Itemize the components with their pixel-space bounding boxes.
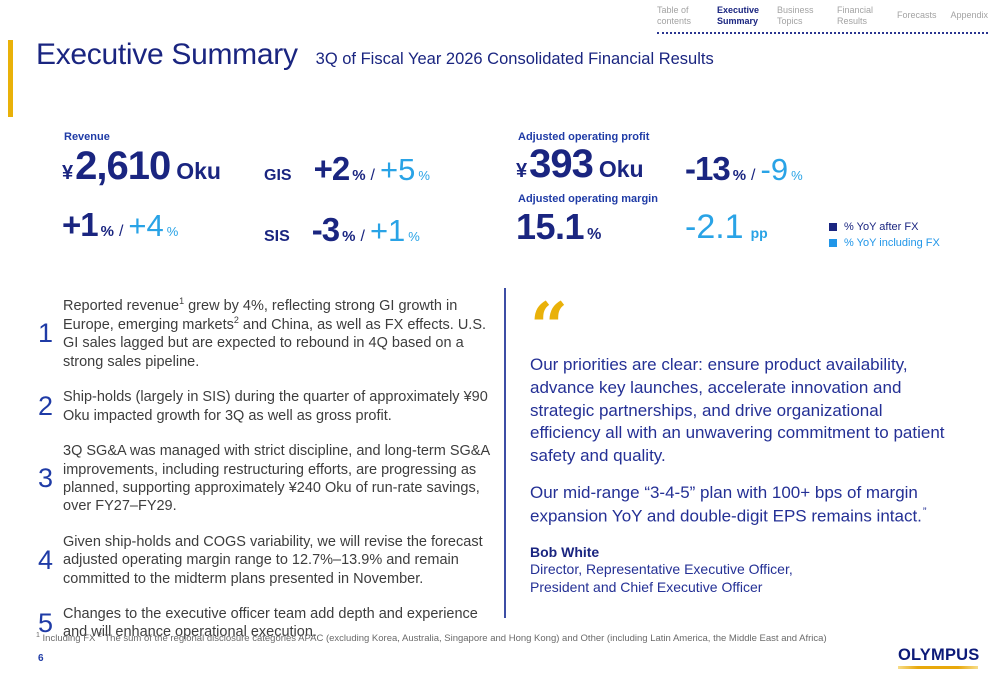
currency-symbol: ¥ [62, 162, 74, 184]
percent-sign: % [408, 229, 420, 244]
list-item-text: 3Q SG&A was managed with strict discipli… [63, 443, 490, 515]
sis-change-including-fx: +1 [369, 213, 406, 248]
page-number: 6 [38, 653, 44, 664]
olympus-logo: OLYMPUS [898, 646, 980, 669]
slash-separator: / [370, 167, 375, 184]
olympus-logo-underline [898, 666, 978, 669]
list-item: 5 Changes to the executive officer team … [38, 605, 492, 642]
quote-author-title: Director, Representative Executive Offic… [530, 561, 793, 578]
percent-sign: % [587, 226, 602, 243]
top-navigation: Table of contents Executive Summary Busi… [656, 5, 988, 34]
legend-square-light-icon [829, 239, 837, 247]
list-item-number: 2 [38, 391, 54, 422]
aop-change-including-fx: -9 [760, 152, 789, 187]
slash-separator: / [118, 223, 124, 240]
list-item-text: Changes to the executive officer team ad… [63, 605, 478, 641]
highlights-list: 1 Reported revenue1 grew by 4%, reflecti… [38, 296, 492, 659]
gis-change-after-fx: +2 [313, 150, 351, 187]
sis-change: SIS -3 % / +1 % [264, 211, 420, 249]
nav-forecasts[interactable]: Forecasts [896, 10, 937, 21]
margin-amount: 15.1 [516, 206, 585, 247]
column-divider [504, 288, 506, 618]
slash-separator: / [751, 167, 756, 184]
quote-block: “ Our priorities are clear: ensure produ… [530, 288, 946, 596]
list-item-text: Reported revenue1 grew by 4%, reflecting… [63, 296, 487, 370]
quote-paragraph: Our mid-range “3-4-5” plan with 100+ bps… [530, 482, 927, 526]
margin-change-unit: pp [750, 225, 768, 241]
page-subtitle: 3Q of Fiscal Year 2026 Consolidated Fina… [315, 50, 714, 68]
list-item: 3 3Q SG&A was managed with strict discip… [38, 442, 492, 516]
list-item-number: 3 [38, 463, 54, 494]
margin-change-value: -2.1 [685, 208, 744, 246]
legend-including-fx: % YoY including FX [829, 237, 940, 249]
legend: % YoY after FX % YoY including FX [829, 221, 940, 249]
currency-symbol: ¥ [516, 160, 528, 182]
close-quote-icon: ” [922, 505, 927, 518]
percent-sign: % [418, 168, 430, 183]
sis-change-after-fx: -3 [311, 211, 340, 248]
list-item-number: 1 [38, 318, 54, 349]
list-item: 2 Ship-holds (largely in SIS) during the… [38, 388, 492, 425]
revenue-label: Revenue [64, 131, 110, 143]
gis-change: GIS +2 % / +5 % [264, 150, 430, 188]
slash-separator: / [360, 228, 365, 245]
legend-after-fx: % YoY after FX [829, 221, 940, 233]
legend-square-dark-icon [829, 223, 837, 231]
quote-author-name: Bob White [530, 544, 600, 561]
revenue-amount: 2,610 [75, 144, 171, 188]
revenue-unit: Oku [176, 158, 221, 184]
nav-financial-results[interactable]: Financial Results [836, 5, 873, 26]
legend-including-fx-label: % YoY including FX [844, 237, 940, 249]
percent-sign: % [166, 224, 179, 239]
adjusted-operating-margin-value: 15.1 % [516, 206, 601, 248]
aop-change-after-fx: -13 [685, 150, 731, 187]
revenue-change-including-fx: +4 [128, 208, 164, 243]
footnote: 1 Including FX 2 The sum of the regional… [36, 632, 827, 645]
nav-table-of-contents[interactable]: Table of contents [656, 5, 691, 26]
list-item-number: 4 [38, 544, 54, 575]
list-item-text: Ship-holds (largely in SIS) during the q… [63, 389, 488, 424]
open-quote-icon: “ [530, 288, 568, 366]
revenue-change: +1 % / +4 % [62, 206, 178, 244]
header: Executive Summary 3Q of Fiscal Year 2026… [36, 38, 714, 72]
nav-appendix[interactable]: Appendix [950, 10, 988, 21]
adjusted-operating-profit-value: ¥ 393 Oku [516, 142, 644, 187]
quote-author-title: President and Chief Executive Officer [530, 579, 763, 596]
page-title: Executive Summary [36, 38, 298, 71]
percent-sign: % [100, 223, 114, 240]
adjusted-operating-profit-label: Adjusted operating profit [518, 131, 650, 143]
olympus-logo-text: OLYMPUS [898, 646, 980, 664]
nav-business-topics[interactable]: Business Topics [776, 5, 814, 26]
list-item-text: Given ship-holds and COGS variability, w… [63, 533, 483, 587]
list-item: 4 Given ship-holds and COGS variability,… [38, 533, 492, 588]
adjusted-operating-profit-amount: 393 [529, 142, 594, 186]
list-item-number: 5 [38, 607, 54, 638]
list-item: 1 Reported revenue1 grew by 4%, reflecti… [38, 296, 492, 371]
adjusted-operating-profit-change: -13 % / -9 % [685, 150, 803, 188]
adjusted-operating-profit-unit: Oku [598, 156, 644, 182]
gis-label: GIS [264, 167, 292, 184]
nav-executive-summary[interactable]: Executive Summary [716, 5, 759, 26]
percent-sign: % [342, 228, 356, 245]
revenue-change-after-fx: +1 [62, 206, 99, 243]
percent-sign: % [791, 168, 803, 183]
revenue-value: ¥ 2,610 Oku [62, 144, 221, 189]
adjusted-operating-margin-label: Adjusted operating margin [518, 193, 658, 205]
adjusted-operating-margin-change: -2.1 pp [685, 208, 768, 247]
quote-paragraph: Our priorities are clear: ensure product… [530, 355, 945, 466]
title-accent-bar [8, 40, 13, 117]
percent-sign: % [732, 167, 747, 184]
gis-change-including-fx: +5 [379, 152, 416, 187]
percent-sign: % [352, 167, 366, 184]
legend-after-fx-label: % YoY after FX [844, 221, 919, 233]
sis-label: SIS [264, 228, 290, 245]
